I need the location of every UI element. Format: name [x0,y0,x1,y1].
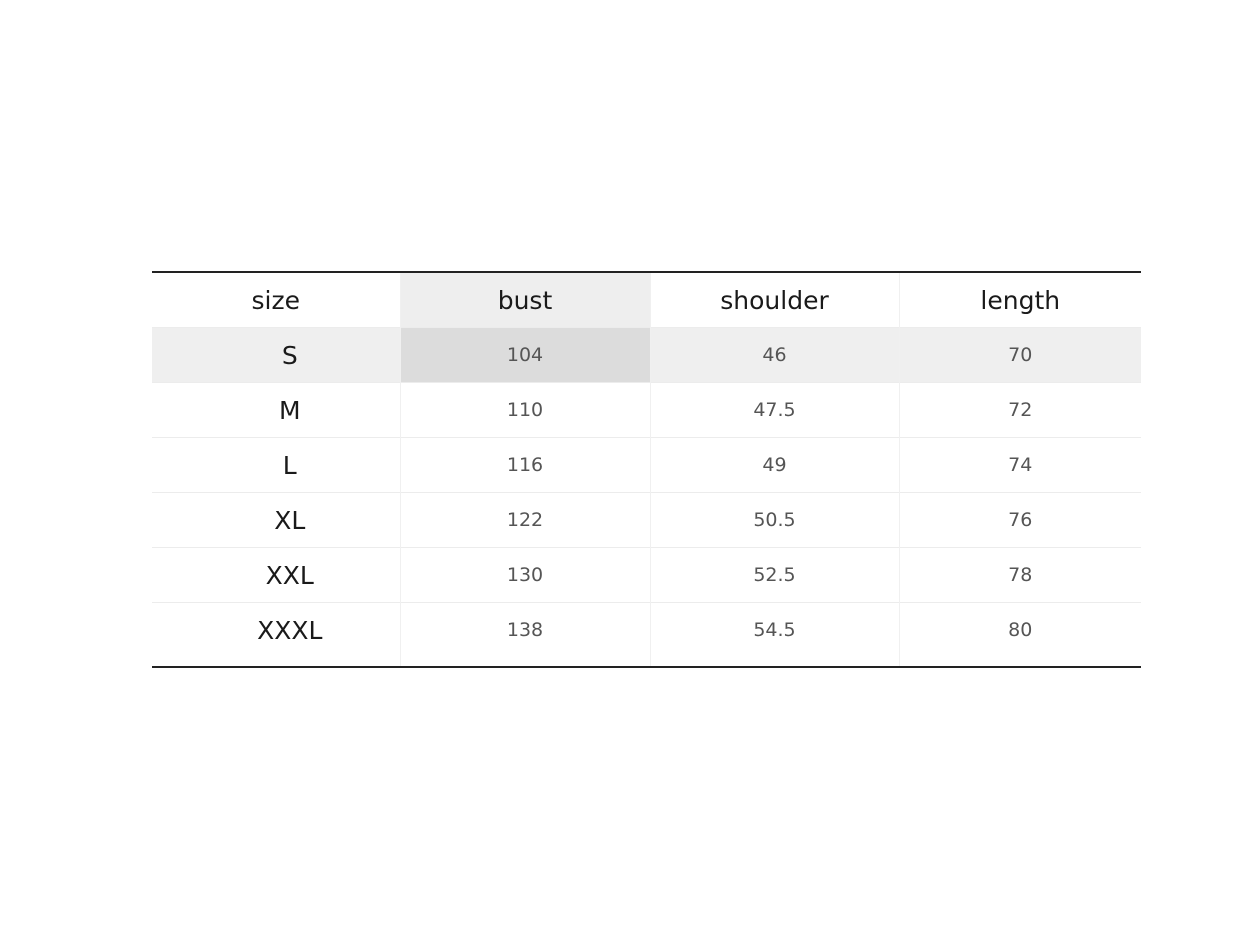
value-cell: 47.5 [649,382,899,438]
table-row: XXXL 138 54.5 80 [152,602,1141,667]
table-row: XL 122 50.5 76 [152,492,1141,548]
value-cell: 52.5 [649,547,899,603]
value-cell: 80 [898,602,1141,667]
size-cell: XXL [152,547,400,603]
size-cell: S [152,327,400,383]
size-cell: XL [152,492,400,548]
table-body: S 104 46 70 M 110 47.5 72 L 116 49 74 XL 122 50.5 76 XXL… [152,327,1141,667]
table-row: M 110 47.5 72 [152,382,1141,438]
header-cell: length [898,272,1141,328]
header-cell: size [251,285,300,315]
value-cell: 54.5 [649,602,899,667]
table-row: S 104 46 70 [152,327,1141,383]
value-cell: 70 [898,327,1141,383]
value-cell: 104 [399,327,650,383]
table-row: L 116 49 74 [152,437,1141,493]
value-cell: 122 [399,492,650,548]
size-table: size bust shoulder length S 104 46 70 M 110 47.5 7… [152,271,1141,668]
value-cell: 110 [399,382,650,438]
size-cell: M [152,382,400,438]
value-cell: 138 [399,602,650,667]
value-cell: 76 [898,492,1141,548]
table-row: XXL 130 52.5 78 [152,547,1141,603]
value-cell: 72 [898,382,1141,438]
header-cell: bust [399,272,650,328]
value-cell: 74 [898,437,1141,493]
value-cell: 130 [399,547,650,603]
value-cell: 49 [649,437,899,493]
size-cell: L [152,437,400,493]
value-cell: 46 [649,327,899,383]
header-row: size bust shoulder length [152,272,1141,328]
value-cell: 78 [898,547,1141,603]
header-cell: shoulder [649,272,899,328]
value-cell: 50.5 [649,492,899,548]
size-cell: XXXL [152,602,400,667]
value-cell: 116 [399,437,650,493]
